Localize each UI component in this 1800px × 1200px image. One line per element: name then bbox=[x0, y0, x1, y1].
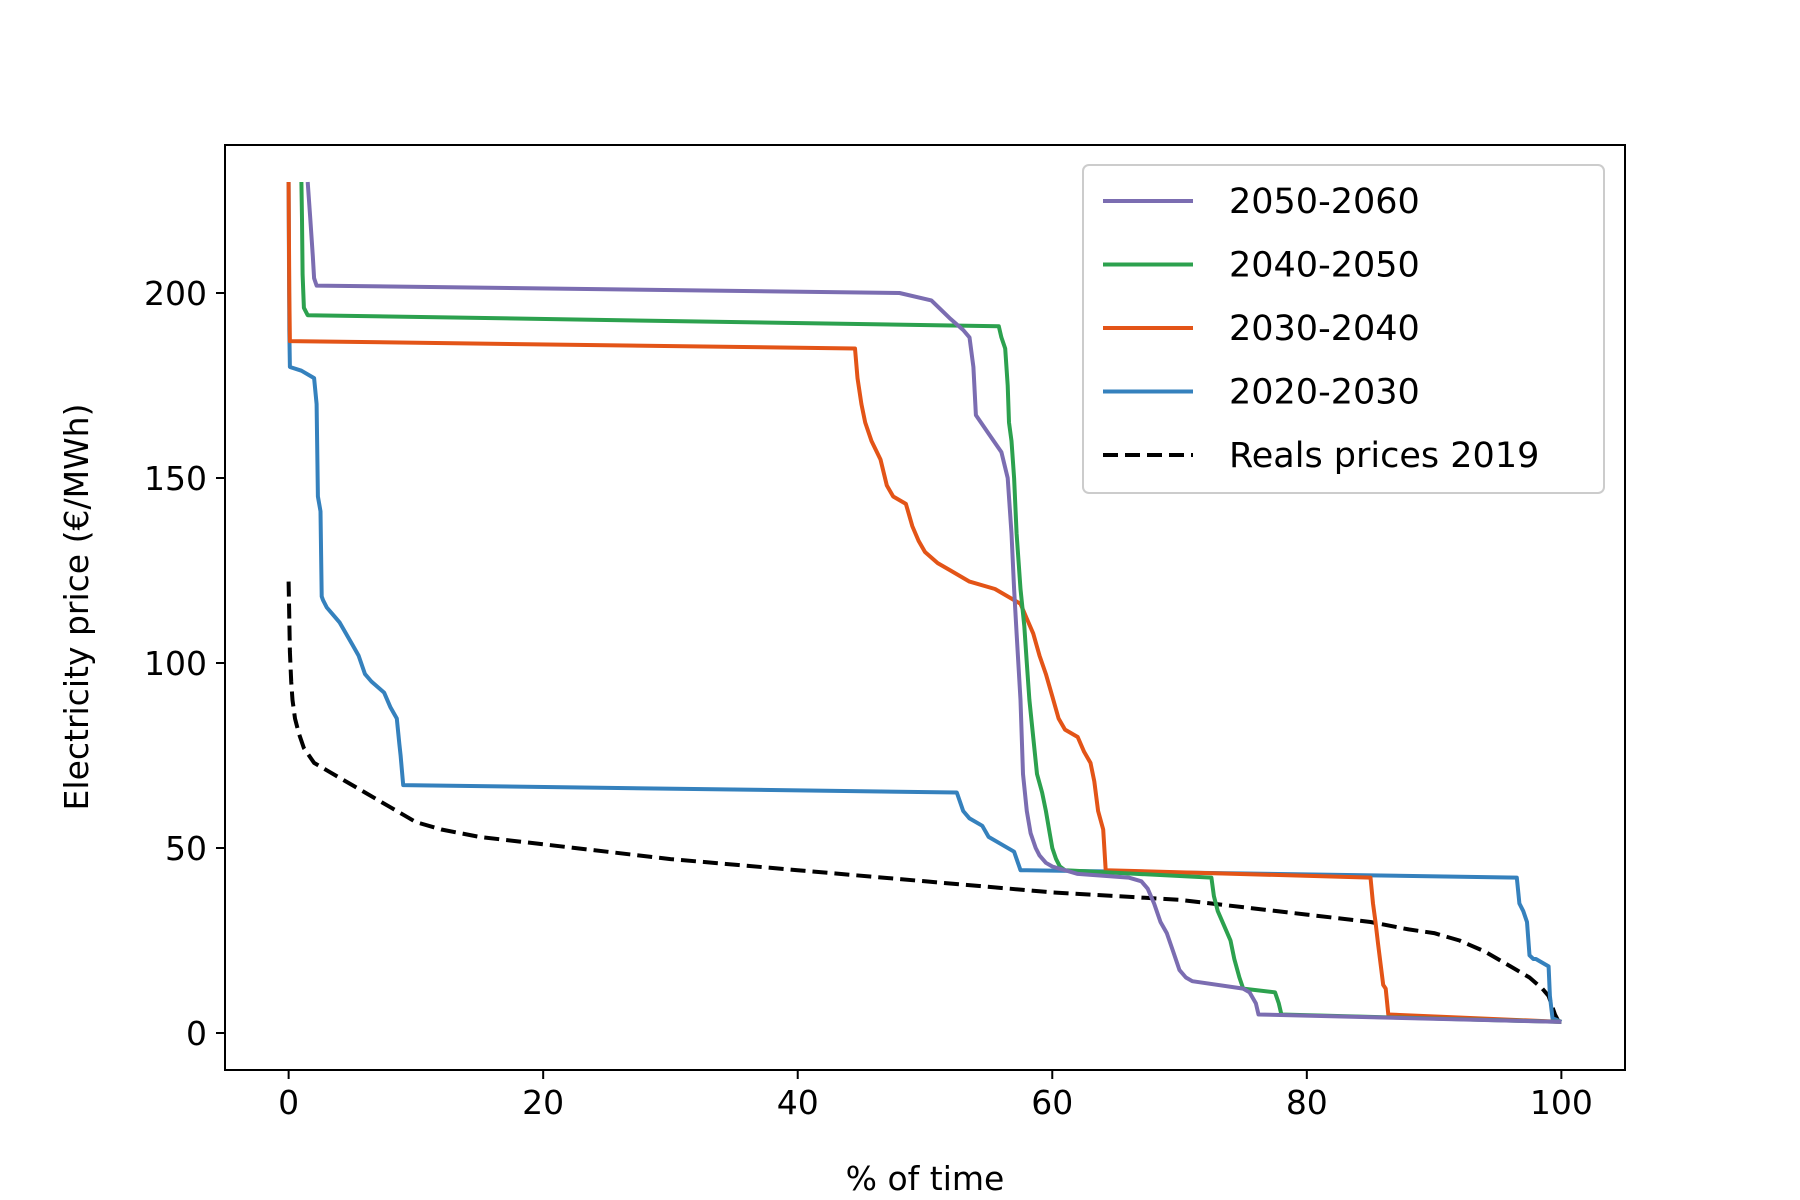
x-axis-label: % of time bbox=[846, 1159, 1005, 1198]
legend-label: Reals prices 2019 bbox=[1229, 436, 1539, 476]
x-tick-label: 20 bbox=[522, 1083, 564, 1122]
series-group bbox=[286, 181, 1564, 1027]
y-ticks: 0 50 100 150 200 bbox=[144, 274, 225, 1053]
legend-label: 2050-2060 bbox=[1229, 182, 1420, 222]
y-tick-label: 100 bbox=[144, 644, 207, 683]
x-tick-label: 60 bbox=[1031, 1083, 1073, 1122]
y-tick-label: 200 bbox=[144, 274, 207, 313]
x-tick-label: 100 bbox=[1530, 1083, 1593, 1122]
series-line-reals-prices-2019 bbox=[286, 581, 1564, 1027]
legend: 2050-2060 2040-2050 2030-2040 2020-2030 Real… bbox=[1082, 164, 1605, 494]
series-line-2040-2050 bbox=[299, 181, 1562, 1024]
plot-frame bbox=[224, 144, 1626, 1071]
legend-label: 2020-2030 bbox=[1229, 373, 1420, 413]
x-tick-label: 40 bbox=[777, 1083, 819, 1122]
legend-box bbox=[1082, 164, 1605, 494]
legend-label: 2040-2050 bbox=[1229, 246, 1420, 286]
y-axis-label: Electricity price (€/MWh) bbox=[57, 404, 96, 811]
legend-label: 2030-2040 bbox=[1229, 309, 1420, 349]
y-tick-label: 0 bbox=[186, 1014, 207, 1053]
x-tick-label: 80 bbox=[1286, 1083, 1328, 1122]
y-tick-label: 50 bbox=[165, 829, 207, 868]
x-ticks: 0 20 40 60 80 100 bbox=[278, 1070, 1593, 1122]
series-line-2020-2030 bbox=[286, 181, 1563, 1024]
series-line-2030-2040 bbox=[286, 181, 1562, 1024]
y-tick-label: 150 bbox=[144, 459, 207, 498]
series-line-2050-2060 bbox=[305, 181, 1562, 1024]
x-tick-label: 0 bbox=[278, 1083, 299, 1122]
